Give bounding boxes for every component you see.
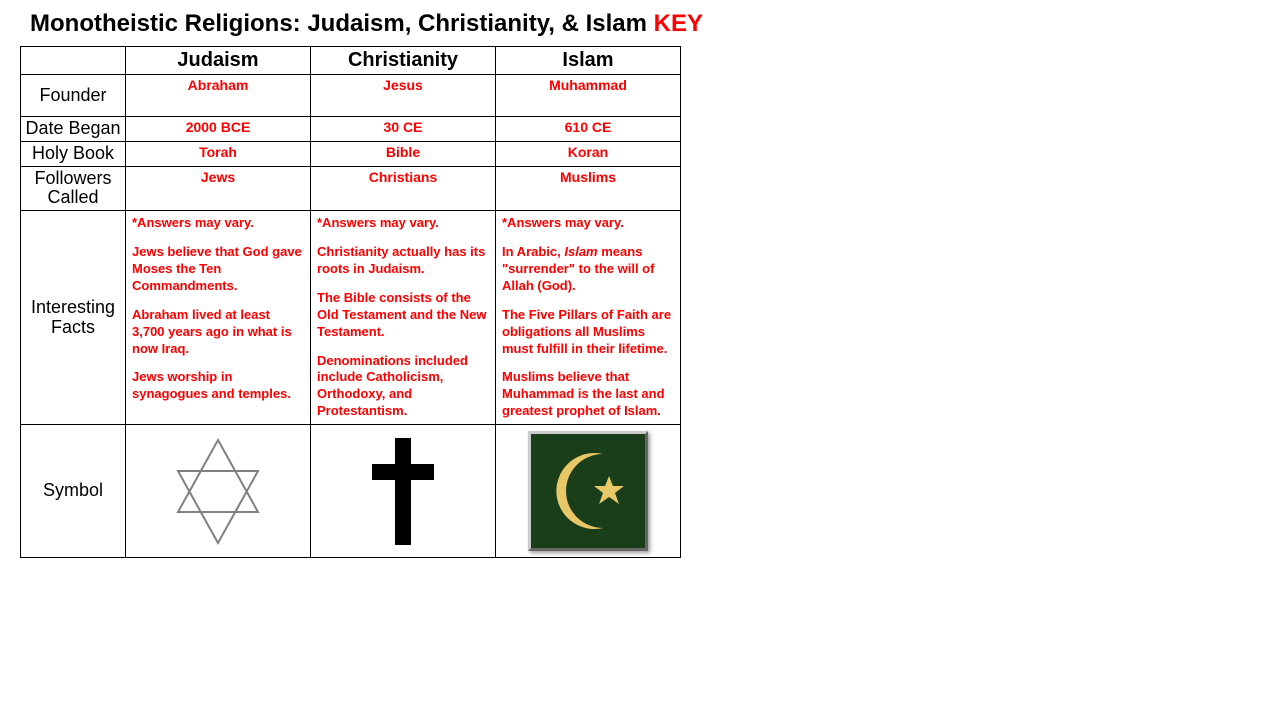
religions-table: Judaism Christianity Islam Founder Abrah…	[20, 46, 681, 558]
book-christianity: Bible	[311, 141, 496, 166]
title-main: Monotheistic Religions: Judaism, Christi…	[30, 10, 654, 37]
symbol-christianity	[311, 425, 496, 558]
facts-vary: *Answers may vary.	[132, 215, 304, 232]
followers-islam: Muslims	[496, 166, 681, 211]
row-facts: Interesting Facts *Answers may vary. Jew…	[21, 211, 681, 425]
book-islam: Koran	[496, 141, 681, 166]
facts-christianity-1: The Bible consists of the Old Testament …	[317, 290, 489, 341]
facts-islam-2: Muslims believe that Muhammad is the las…	[502, 369, 674, 420]
page-title: Monotheistic Religions: Judaism, Christi…	[30, 10, 1260, 38]
label-founder: Founder	[21, 75, 126, 117]
facts-islam-0: In Arabic, Islam means "surrender" to th…	[502, 244, 674, 295]
header-christianity: Christianity	[311, 47, 496, 75]
star-of-david-icon	[168, 434, 268, 549]
facts-judaism: *Answers may vary. Jews believe that God…	[126, 211, 311, 425]
facts-islam: *Answers may vary. In Arabic, Islam mean…	[496, 211, 681, 425]
row-book: Holy Book Torah Bible Koran	[21, 141, 681, 166]
header-islam: Islam	[496, 47, 681, 75]
header-judaism: Judaism	[126, 47, 311, 75]
label-book: Holy Book	[21, 141, 126, 166]
symbol-islam	[496, 425, 681, 558]
founder-christianity: Jesus	[311, 75, 496, 117]
founder-judaism: Abraham	[126, 75, 311, 117]
facts-judaism-0: Jews believe that God gave Moses the Ten…	[132, 244, 304, 295]
date-judaism: 2000 BCE	[126, 117, 311, 142]
row-date: Date Began 2000 BCE 30 CE 610 CE	[21, 117, 681, 142]
crescent-star-icon	[528, 431, 648, 551]
facts-christianity: *Answers may vary. Christianity actually…	[311, 211, 496, 425]
row-symbol: Symbol	[21, 425, 681, 558]
founder-islam: Muhammad	[496, 75, 681, 117]
row-founder: Founder Abraham Jesus Muhammad	[21, 75, 681, 117]
label-date: Date Began	[21, 117, 126, 142]
facts-judaism-2: Jews worship in synagogues and temples.	[132, 369, 304, 403]
facts-christianity-2: Denominations included include Catholici…	[317, 353, 489, 421]
followers-judaism: Jews	[126, 166, 311, 211]
facts-vary: *Answers may vary.	[502, 215, 674, 232]
label-followers: Followers Called	[21, 166, 126, 211]
date-christianity: 30 CE	[311, 117, 496, 142]
label-facts: Interesting Facts	[21, 211, 126, 425]
title-key: KEY	[654, 10, 703, 37]
facts-islam-1: The Five Pillars of Faith are obligation…	[502, 307, 674, 358]
followers-christianity: Christians	[311, 166, 496, 211]
header-empty	[21, 47, 126, 75]
facts-judaism-1: Abraham lived at least 3,700 years ago i…	[132, 307, 304, 358]
row-followers: Followers Called Jews Christians Muslims	[21, 166, 681, 211]
facts-vary: *Answers may vary.	[317, 215, 489, 232]
facts-christianity-0: Christianity actually has its roots in J…	[317, 244, 489, 278]
header-row: Judaism Christianity Islam	[21, 47, 681, 75]
symbol-judaism	[126, 425, 311, 558]
book-judaism: Torah	[126, 141, 311, 166]
date-islam: 610 CE	[496, 117, 681, 142]
cross-icon	[368, 434, 438, 549]
label-symbol: Symbol	[21, 425, 126, 558]
